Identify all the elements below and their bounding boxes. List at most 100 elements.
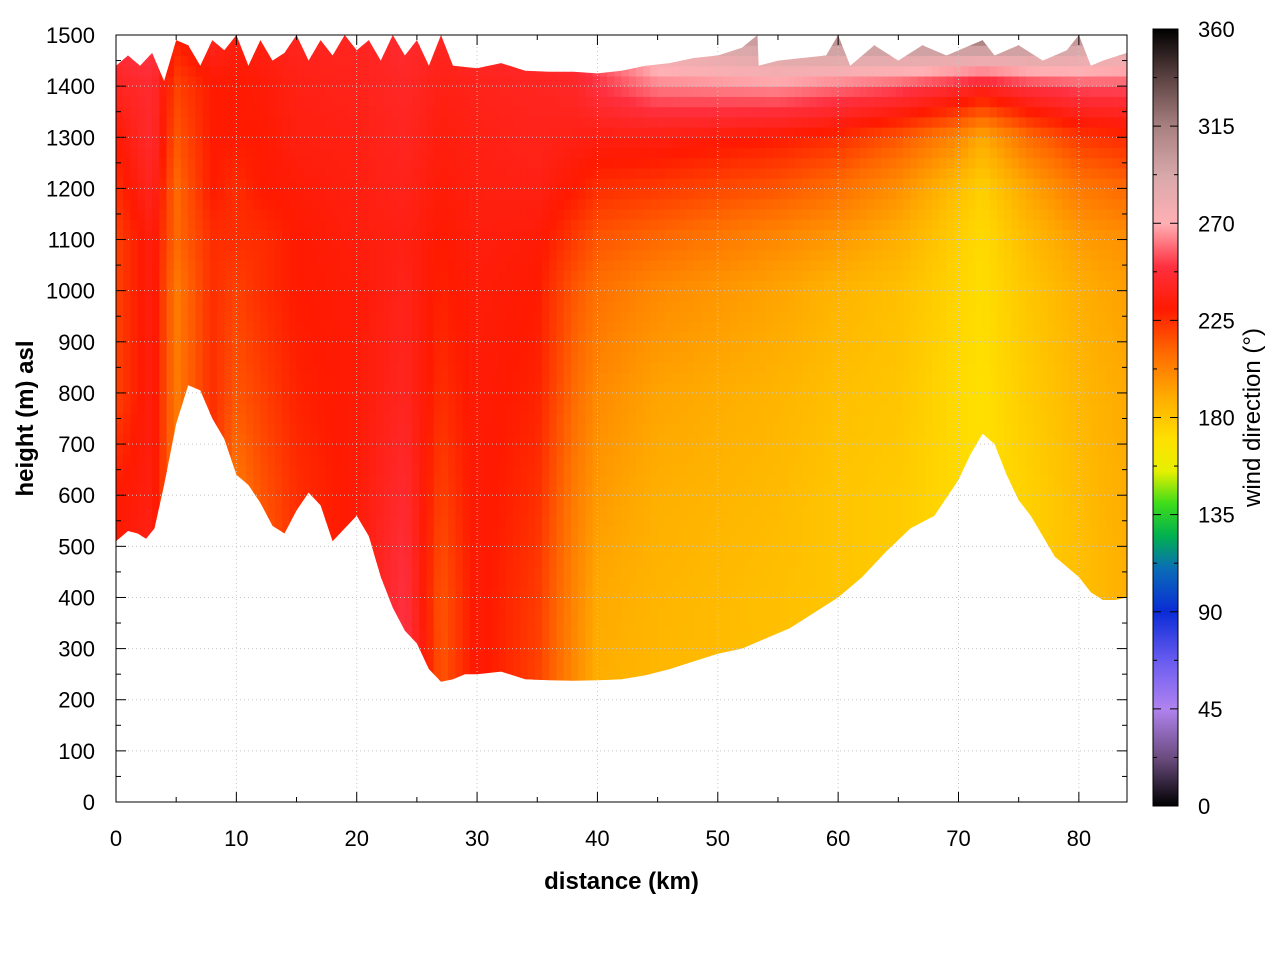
heatmap-cell (383, 127, 392, 138)
heatmap-cell (383, 454, 392, 466)
heatmap-cell (130, 208, 139, 220)
heatmap-cell (484, 65, 493, 77)
heatmap-cell (433, 321, 442, 333)
heatmap-cell (245, 127, 254, 138)
heatmap-cell (491, 638, 500, 650)
heatmap-cell (578, 474, 586, 486)
heatmap-cell (542, 505, 550, 517)
heatmap-cell (505, 65, 514, 77)
heatmap-cell (570, 515, 579, 527)
heatmap-cell (267, 433, 276, 445)
heatmap-cell (549, 525, 558, 537)
heatmap-cell (325, 413, 334, 425)
heatmap-cell (621, 45, 630, 57)
heatmap-cell (260, 127, 269, 138)
heatmap-cell (166, 454, 175, 466)
heatmap-cell (202, 556, 211, 568)
heatmap-cell (325, 474, 334, 486)
heatmap-cell (448, 341, 457, 353)
heatmap-cell (657, 352, 666, 363)
heatmap-cell (210, 690, 218, 701)
heatmap-cell (180, 198, 189, 210)
heatmap-cell (130, 311, 139, 322)
heatmap-cell (166, 188, 175, 200)
heatmap-cell (289, 249, 298, 261)
heatmap-cell (325, 106, 334, 118)
heatmap-cell (137, 403, 146, 414)
heatmap-cell (448, 587, 457, 599)
heatmap-cell (542, 556, 550, 568)
heatmap-cell (397, 546, 406, 558)
heatmap-cell (368, 679, 377, 682)
heatmap-cell (397, 178, 406, 189)
heatmap-cell (426, 607, 435, 619)
heatmap-cell (152, 403, 160, 414)
heatmap-cell (469, 536, 478, 547)
heatmap-cell (621, 454, 630, 466)
heatmap-cell (585, 259, 594, 271)
heatmap-cell (527, 341, 536, 353)
heatmap-cell (419, 474, 428, 486)
heatmap-cell (505, 607, 514, 619)
heatmap-cell (166, 638, 175, 650)
heatmap-cell (455, 86, 464, 97)
heatmap-cell (455, 403, 464, 414)
heatmap-cell (549, 249, 558, 261)
heatmap-cell (419, 280, 428, 292)
heatmap-cell (549, 577, 558, 588)
heatmap-cell (477, 290, 485, 302)
heatmap-cell (542, 270, 550, 282)
heatmap-cell (217, 505, 225, 517)
heatmap-cell (267, 484, 276, 496)
heatmap-cell (448, 597, 457, 609)
heatmap-cell (303, 280, 312, 292)
heatmap-cell (166, 464, 175, 476)
heatmap-cell (498, 382, 507, 394)
heatmap-cell (469, 587, 478, 599)
heatmap-cell (123, 484, 132, 496)
heatmap-cell (549, 331, 558, 343)
heatmap-cell (564, 690, 572, 701)
heatmap-cell (635, 219, 644, 230)
heatmap-cell (296, 219, 305, 230)
heatmap-cell (412, 280, 420, 292)
heatmap-cell (491, 433, 500, 445)
heatmap-cell (296, 638, 305, 650)
heatmap-cell (570, 208, 579, 220)
heatmap-cell (303, 341, 312, 353)
heatmap-cell (325, 403, 334, 414)
heatmap-cell (130, 454, 139, 466)
heatmap-cell (144, 229, 153, 241)
heatmap-cell (520, 392, 529, 404)
heatmap-cell (563, 45, 572, 57)
heatmap-cell (368, 65, 377, 77)
heatmap-cell (549, 648, 558, 660)
heatmap-cell (137, 372, 146, 384)
heatmap-cell (310, 454, 319, 466)
heatmap-cell (180, 341, 189, 353)
heatmap-cell (556, 55, 565, 67)
heatmap-cell (498, 157, 507, 169)
heatmap-cell (614, 127, 623, 138)
heatmap-cell (542, 444, 550, 455)
heatmap-cell (592, 116, 601, 128)
heatmap-cell (607, 423, 615, 435)
heatmap-cell (137, 137, 146, 149)
heatmap-cell (152, 464, 160, 476)
heatmap-cell (144, 239, 153, 251)
heatmap-cell (498, 219, 507, 230)
heatmap-cell (657, 300, 666, 312)
heatmap-cell (484, 484, 493, 496)
heatmap-cell (289, 454, 298, 466)
heatmap-cell (477, 536, 485, 547)
heatmap-cell (578, 96, 586, 108)
heatmap-cell (484, 157, 493, 169)
heatmap-cell (607, 413, 615, 425)
heatmap-cell (397, 525, 406, 537)
heatmap-cell (339, 577, 348, 588)
heatmap-cell (491, 270, 500, 282)
heatmap-cell (260, 423, 269, 435)
heatmap-cell (570, 566, 579, 578)
heatmap-cell (527, 147, 536, 159)
heatmap-cell (534, 658, 543, 670)
